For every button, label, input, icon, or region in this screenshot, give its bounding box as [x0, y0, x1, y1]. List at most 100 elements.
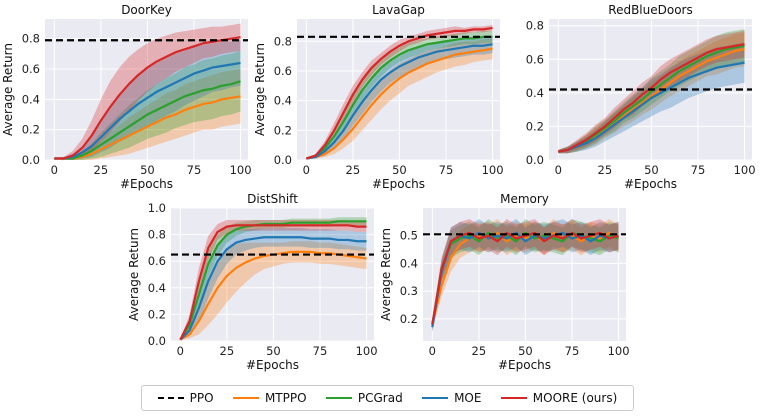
legend-swatch-pcgrad — [325, 397, 352, 399]
y-tick-label: 0.2 — [274, 123, 292, 137]
x-tick-label: 75 — [565, 344, 580, 358]
y-tick-label: 0.3 — [400, 284, 418, 298]
y-axis-label: Average Return — [127, 228, 141, 321]
legend-item-moore: MOORE (ours) — [500, 391, 618, 405]
legend: PPO MTPPO PCGrad MOE MOORE (ours) — [141, 385, 634, 411]
band-moore-ours — [54, 23, 241, 160]
plot-marks — [423, 219, 626, 333]
x-tick-label: 0 — [177, 344, 184, 358]
line-moore-ours — [305, 26, 493, 160]
y-tick-label: 0.6 — [148, 254, 166, 268]
x-tick-label: 25 — [94, 163, 109, 177]
line-mtppo — [306, 47, 493, 160]
legend-label-ppo: PPO — [189, 391, 214, 405]
legend-label-moore: MOORE (ours) — [532, 391, 618, 405]
y-tick-label: 0.8 — [526, 19, 544, 33]
x-axis-label: #Epochs — [120, 177, 173, 191]
y-tick-label: 0.6 — [274, 64, 292, 78]
line-mtppo — [54, 95, 241, 160]
band-moe — [432, 219, 619, 333]
chart-title: DoorKey — [121, 3, 172, 17]
x-tick-label: 100 — [356, 344, 378, 358]
x-tick-label: 75 — [691, 163, 706, 177]
x-tick-label: 25 — [220, 344, 235, 358]
panel-doorkey: 0 25 50 75 100 0.0 0.2 0.4 0.6 0.8 DoorKey #Epochs A… — [1, 3, 252, 191]
y-tick-label: 0.4 — [274, 94, 292, 108]
plot-marks — [297, 24, 500, 160]
x-tick-label: 50 — [266, 344, 281, 358]
x-tick-label: 75 — [439, 163, 454, 177]
panel-memory: 0 25 50 75 100 0.2 0.3 0.4 0.5 Memory #Epochs Avera… — [379, 192, 630, 372]
legend-item-pcgrad: PCGrad — [325, 391, 403, 405]
y-tick-label: 0.2 — [22, 123, 40, 137]
x-tick-label: 100 — [734, 163, 756, 177]
y-axis-label: Average Return — [253, 43, 267, 136]
band-moe — [180, 227, 367, 340]
chart-title: Memory — [500, 192, 549, 206]
plot-marks — [171, 217, 374, 341]
y-tick-label: 0.0 — [526, 153, 544, 167]
y-tick-label: 0.2 — [400, 312, 418, 326]
line-moe — [306, 43, 493, 160]
y-tick-label: 1.0 — [148, 201, 166, 215]
x-tick-label: 50 — [392, 163, 407, 177]
x-tick-label: 25 — [472, 344, 487, 358]
y-tick-label: 0.0 — [148, 334, 166, 348]
line-pcgrad — [54, 80, 241, 160]
y-tick-label: 0.2 — [526, 119, 544, 133]
x-axis-label: #Epochs — [624, 177, 677, 191]
legend-swatch-ppo — [157, 397, 184, 399]
y-tick-label: 0.0 — [22, 153, 40, 167]
band-mtppo — [180, 241, 367, 340]
line-moe — [54, 61, 241, 160]
x-axis-label: #Epochs — [498, 358, 551, 372]
band-pcgrad — [54, 50, 241, 160]
line-moore-ours — [54, 36, 241, 160]
y-tick-label: 0.8 — [148, 228, 166, 242]
y-tick-label: 0.6 — [22, 62, 40, 76]
panel-redbluedoors: 0 25 50 75 100 0.0 0.2 0.4 0.6 0.8 RedBlueDoors #Ep… — [526, 3, 756, 191]
x-tick-label: 75 — [187, 163, 202, 177]
chart-title: DistShift — [247, 192, 298, 206]
x-tick-label: 0 — [51, 163, 58, 177]
legend-swatch-mtppo — [232, 397, 259, 399]
x-tick-label: 0 — [555, 163, 562, 177]
line-pcgrad — [558, 44, 745, 153]
x-tick-label: 100 — [608, 344, 630, 358]
legend-item-ppo: PPO — [157, 391, 214, 405]
y-tick-label: 0.4 — [526, 86, 544, 100]
band-moe — [306, 35, 493, 159]
line-moore-ours — [179, 224, 367, 341]
legend-label-moe: MOE — [454, 391, 482, 405]
y-tick-label: 0.5 — [400, 229, 418, 243]
line-pcgrad — [179, 220, 367, 341]
x-tick-label: 25 — [598, 163, 613, 177]
line-moore-ours — [558, 43, 745, 153]
band-moe — [54, 40, 241, 160]
legend-label-pcgrad: PCGrad — [357, 391, 403, 405]
legend-swatch-moe — [422, 397, 449, 399]
line-moe — [431, 231, 619, 328]
line-moe — [558, 61, 745, 153]
legend-item-moe: MOE — [422, 391, 481, 405]
y-tick-label: 0.8 — [22, 32, 40, 46]
band-mtppo — [558, 32, 745, 154]
line-pcgrad — [305, 35, 493, 160]
y-tick-label: 0.4 — [400, 256, 418, 270]
x-tick-label: 75 — [313, 344, 328, 358]
y-tick-label: 0.8 — [274, 34, 292, 48]
x-tick-label: 0 — [303, 163, 310, 177]
chart-title: LavaGap — [372, 3, 425, 17]
x-tick-label: 50 — [140, 163, 155, 177]
y-tick-label: 0.2 — [148, 307, 166, 321]
plot-marks — [549, 29, 752, 154]
x-tick-label: 100 — [482, 163, 504, 177]
x-tick-label: 100 — [230, 163, 252, 177]
y-axis-label: Average Return — [379, 228, 393, 321]
y-axis-label: Average Return — [1, 43, 15, 136]
band-moore-ours — [432, 219, 619, 330]
x-axis-label: #Epochs — [372, 177, 425, 191]
x-tick-label: 0 — [429, 344, 436, 358]
y-tick-label: 0.0 — [274, 153, 292, 167]
y-tick-label: 0.6 — [526, 52, 544, 66]
